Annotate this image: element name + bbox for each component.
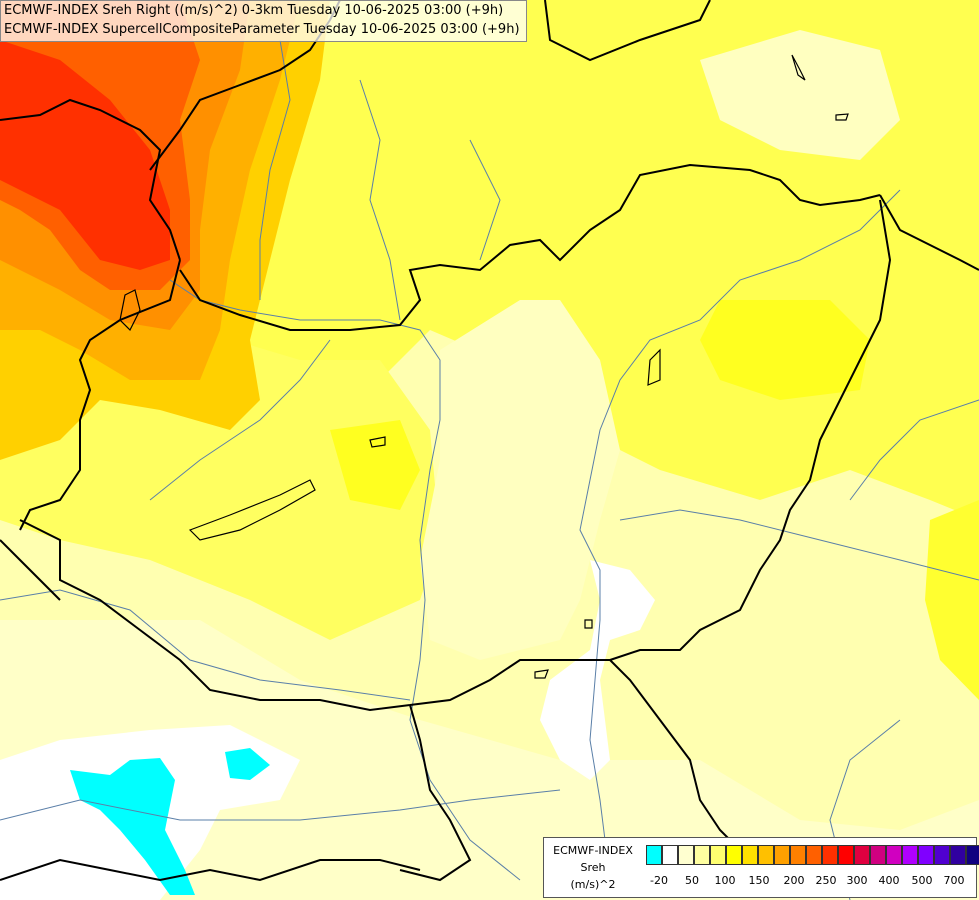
border-croatia-bosnia [0, 858, 421, 882]
cyan-area-2 [225, 748, 270, 780]
legend-swatch [838, 845, 854, 865]
legend-unit-label: (m/s)^2 [570, 878, 616, 891]
lake-velence [369, 436, 386, 448]
legend-source-label: ECMWF-INDEX [553, 844, 633, 857]
river-tisza [579, 189, 901, 881]
legend-variable-label: Sreh [580, 861, 606, 874]
border-croatia-serbia [399, 704, 472, 882]
river-vah [359, 79, 401, 321]
legend-tick-label: 500 [911, 874, 933, 887]
legend-swatch [726, 845, 742, 865]
legend-swatch [662, 845, 678, 865]
red-core [0, 40, 170, 270]
river-somes [849, 399, 979, 501]
river-morava [259, 39, 291, 300]
legend-swatch [870, 845, 886, 865]
river-danube [169, 279, 521, 881]
border-ukraine-romania [879, 194, 979, 271]
lake-balaton [188, 479, 316, 541]
legend-tick-label: 150 [748, 874, 770, 887]
color-legend: ECMWF-INDEX Sreh (m/s)^2 -20 50 100 150 200 2… [543, 837, 979, 898]
legend-swatch [902, 845, 918, 865]
map-title-box: ECMWF-INDEX Sreh Right ((m/s)^2) 0-3km T… [0, 0, 527, 42]
border-austria-czech [0, 98, 181, 261]
legend-swatch [790, 845, 806, 865]
legend-tick-label: -20 [650, 874, 668, 887]
legend-swatch [710, 845, 726, 865]
legend-swatch [806, 845, 822, 865]
legend-tick-label: 50 [685, 874, 699, 887]
legend-swatch [886, 845, 902, 865]
lake-neusiedl [119, 289, 141, 332]
yellow-patch-east [700, 300, 870, 400]
pale-area-south [0, 620, 979, 900]
legend-tick-label: 400 [878, 874, 900, 887]
legend-tick-label: 700 [943, 874, 965, 887]
lakes [119, 54, 849, 679]
river-mures [619, 509, 979, 581]
border-slovenia-croatia-west [0, 539, 61, 601]
legend-swatch [694, 845, 710, 865]
yellow-patch-southeast [925, 500, 979, 700]
legend-swatch [950, 845, 966, 865]
legend-tick-label: 250 [815, 874, 837, 887]
legend-swatch [742, 845, 758, 865]
lake-northeast-1 [791, 54, 806, 81]
lake-south-1 [584, 619, 593, 629]
pale-area-northeast [700, 30, 900, 160]
lake-northeast-2 [835, 113, 849, 121]
river-drava [0, 589, 411, 701]
lake-south-2 [534, 669, 549, 679]
legend-swatch [854, 845, 870, 865]
river-sava [0, 789, 561, 821]
legend-tick-label: 100 [714, 874, 736, 887]
legend-swatch [966, 845, 979, 865]
legend-swatch [822, 845, 838, 865]
yellow-patch-center [330, 420, 420, 510]
border-slovakia-hungary [179, 163, 881, 331]
pale-area-center [420, 300, 620, 660]
legend-swatch [646, 845, 662, 865]
border-hungary-austria [19, 259, 181, 531]
border-poland-slovakia [544, 0, 711, 62]
legend-swatch [758, 845, 774, 865]
title-scp: ECMWF-INDEX SupercellCompositeParameter … [4, 22, 520, 37]
border-hungary-slovenia-croatia [19, 519, 411, 712]
border-serbia-romania [609, 659, 741, 851]
legend-swatch [934, 845, 950, 865]
rivers [0, 39, 979, 900]
river-hron [469, 139, 501, 261]
white-area-center-south [540, 560, 655, 780]
legend-swatch [774, 845, 790, 865]
lake-tisza [647, 348, 661, 386]
legend-tick-label: 200 [783, 874, 805, 887]
legend-swatch [678, 845, 694, 865]
border-hungary-romania [609, 199, 892, 661]
cyan-area-1 [70, 758, 195, 895]
title-srh: ECMWF-INDEX Sreh Right ((m/s)^2) 0-3km T… [4, 3, 504, 18]
border-hungary-serbia [409, 659, 610, 706]
river-raba [149, 339, 331, 501]
legend-tick-label: 300 [846, 874, 868, 887]
legend-swatch [918, 845, 934, 865]
